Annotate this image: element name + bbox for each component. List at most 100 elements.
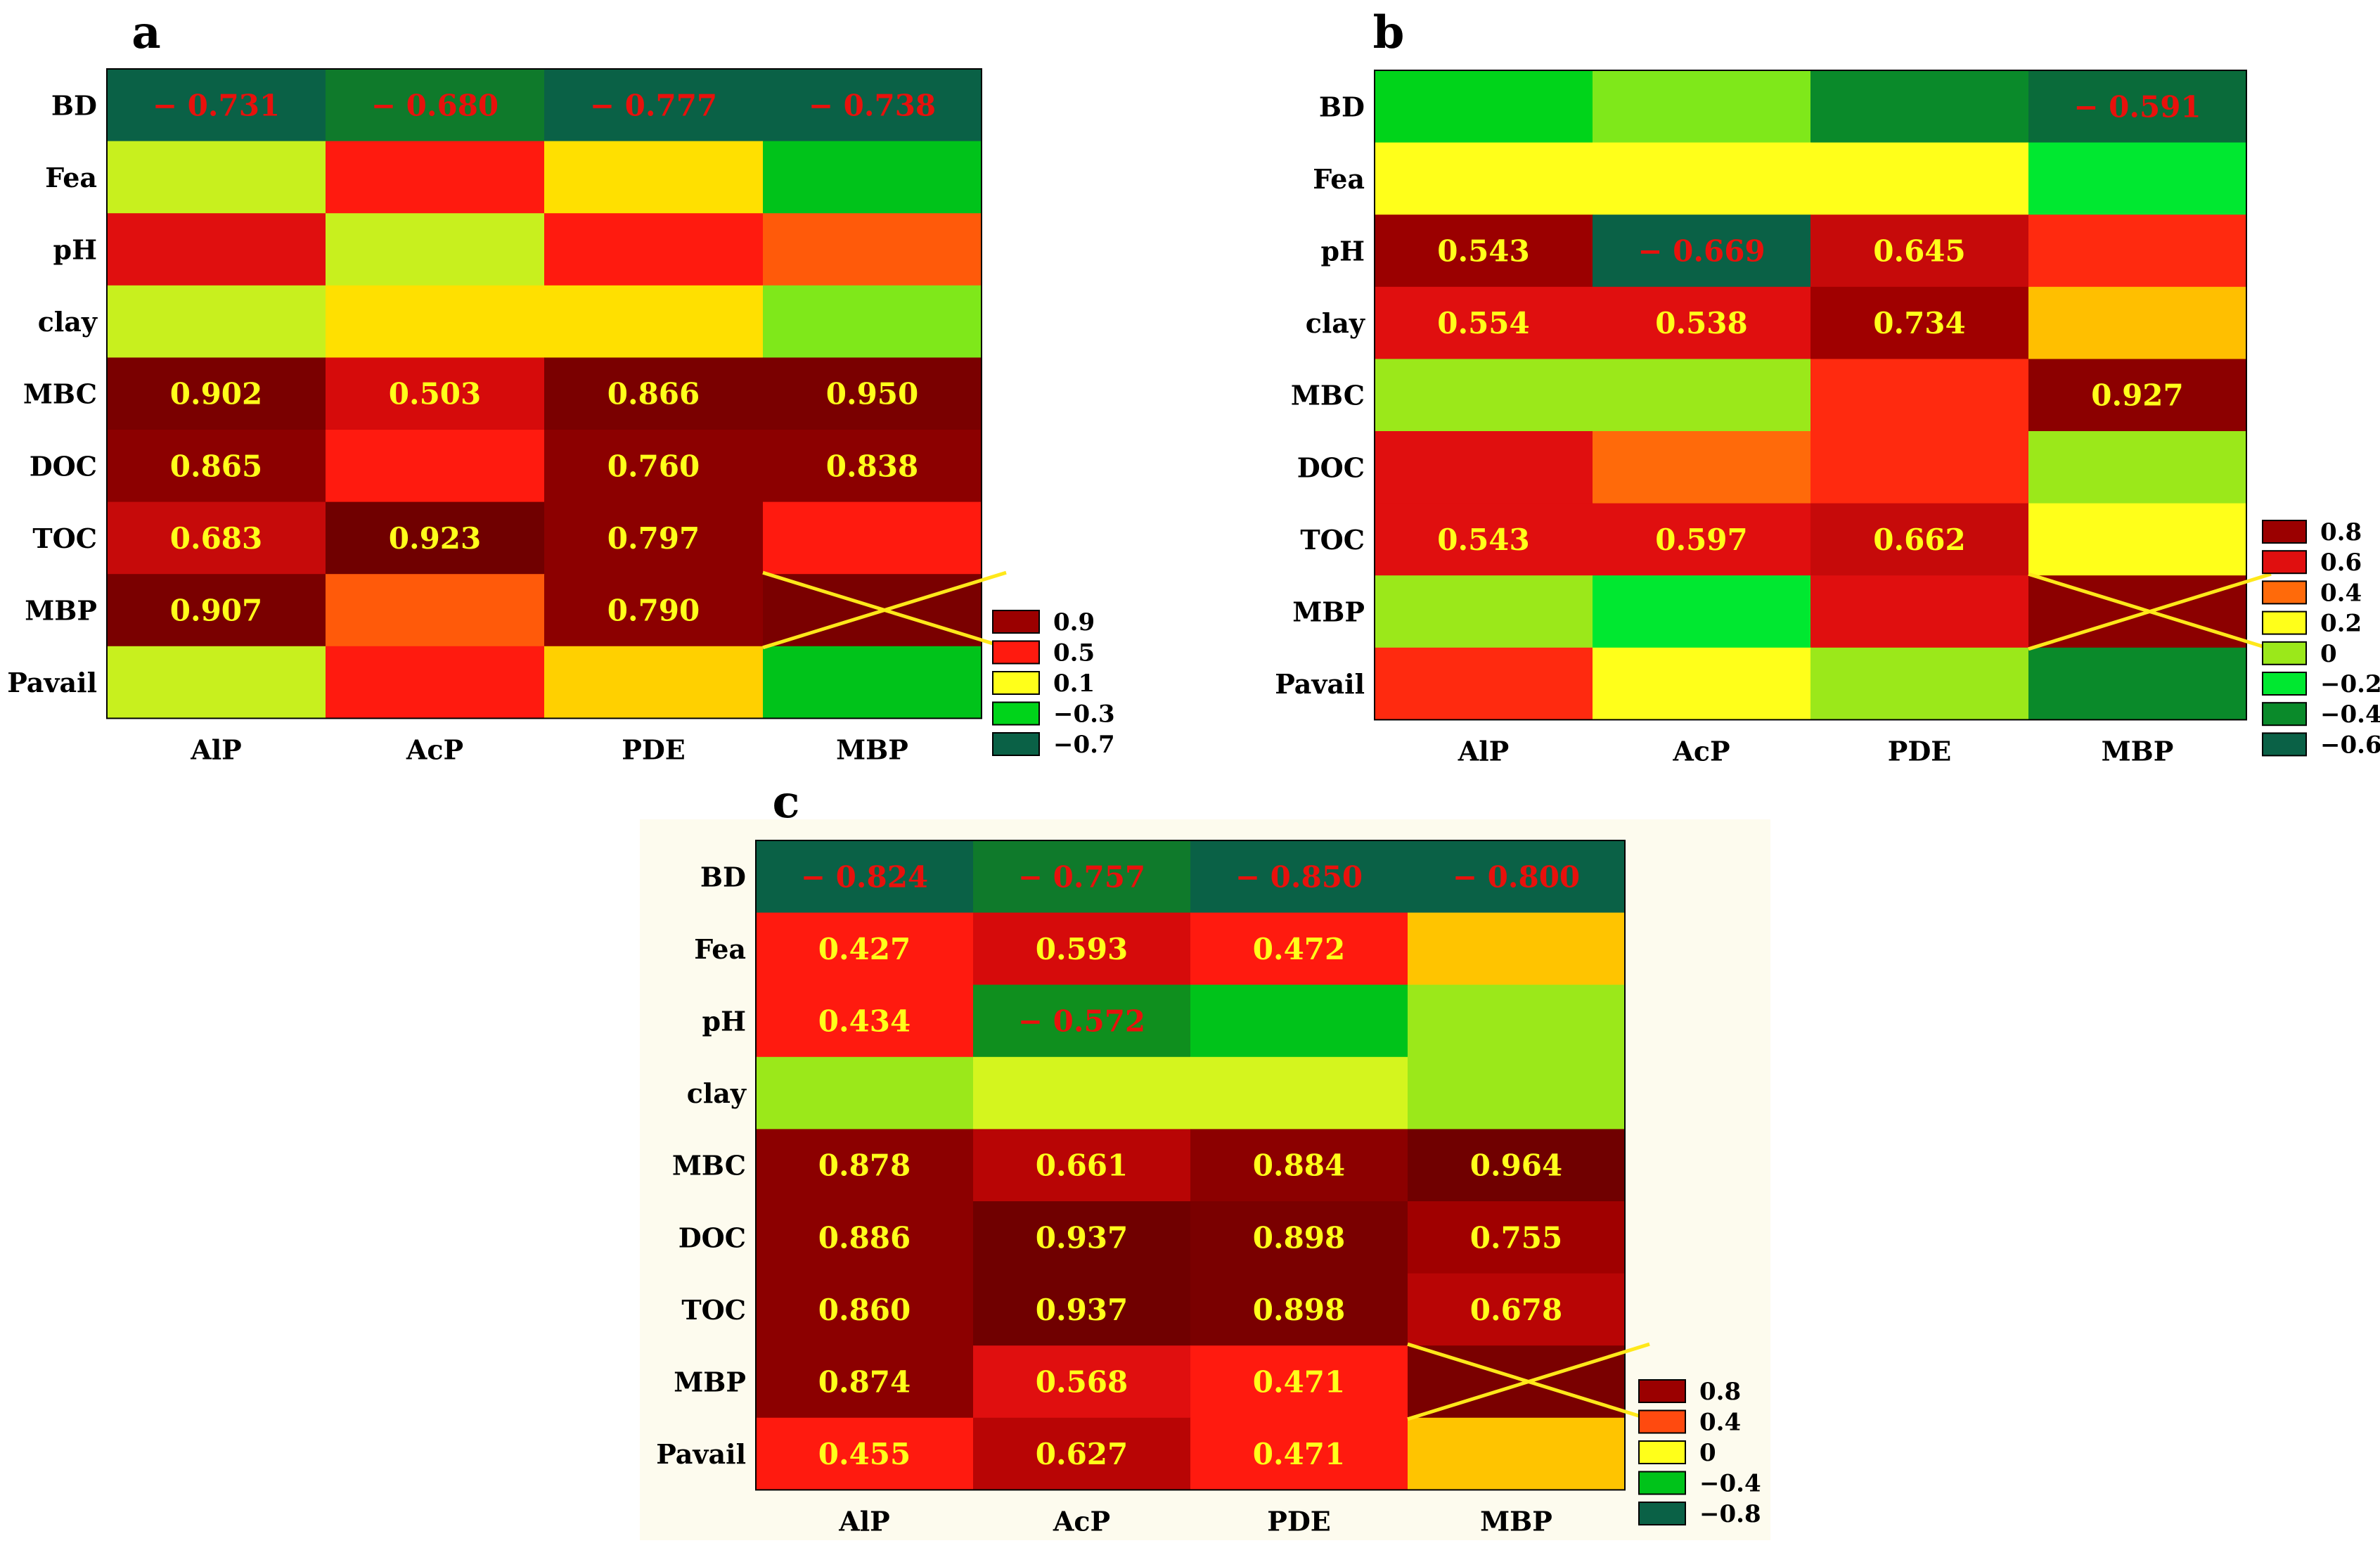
- cell-value-label: 0.683: [170, 521, 263, 556]
- cell-value-label: 0.902: [170, 377, 263, 411]
- heatmap-cell: [1190, 1201, 1408, 1274]
- heatmap-cell: [763, 646, 982, 719]
- cell-value-label: 0.597: [1655, 523, 1748, 557]
- heatmap-cell: [544, 213, 764, 286]
- heatmap-cell: [326, 646, 545, 719]
- legend-label: −0.8: [1699, 1500, 1761, 1528]
- heatmap-cell: [1408, 1056, 1626, 1130]
- heatmap-cell: [1593, 142, 1811, 215]
- cell-value-label: 0.874: [818, 1365, 911, 1400]
- cell-value-label: 0.455: [818, 1437, 911, 1471]
- heatmap-cell: [756, 840, 974, 914]
- heatmap-cell: [756, 1201, 974, 1274]
- cell-value-label: 0.884: [1253, 1148, 1346, 1183]
- heatmap-cell: [1190, 1056, 1408, 1130]
- heatmap-cell: [1593, 647, 1811, 720]
- cell-value-label: 0.755: [1470, 1220, 1563, 1255]
- legend-swatch: [992, 610, 1040, 634]
- heatmap-cell: [326, 501, 545, 575]
- heatmap-cell: [107, 646, 326, 719]
- cell-value-label: − 0.731: [153, 88, 280, 122]
- cell-value-label: 0.937: [1036, 1293, 1128, 1327]
- heatmap-cell: [1375, 503, 1593, 576]
- row-tick-label: MBC: [23, 378, 97, 410]
- legend-swatch: [1638, 1471, 1686, 1495]
- heatmap-cell: [1408, 1201, 1626, 1274]
- row-tick-label: MBC: [1291, 380, 1365, 411]
- cell-value-label: 0.923: [389, 521, 482, 556]
- heatmap-cell: [107, 69, 326, 142]
- heatmap-cell: [1593, 359, 1811, 432]
- cell-value-label: 0.661: [1036, 1148, 1128, 1183]
- row-tick-label: BD: [700, 861, 746, 892]
- row-tick-label: Fea: [45, 162, 97, 193]
- heatmap-cell: [763, 213, 982, 286]
- heatmap-cell: [326, 69, 545, 142]
- legend-label: −0.6: [2320, 731, 2380, 759]
- legend-label: −0.2: [2320, 670, 2380, 698]
- plot-frame: [755, 840, 1626, 1491]
- heatmap-cell: [973, 1129, 1191, 1202]
- cell-value-label: 0.866: [607, 377, 700, 411]
- heatmap-cell: [544, 501, 764, 575]
- column-tick-label: AcP: [1672, 735, 1730, 767]
- heatmap-cell: [1375, 647, 1593, 720]
- cell-value-label: 0.538: [1655, 306, 1748, 340]
- heatmap-cell: [326, 430, 545, 503]
- heatmap-cell: [1810, 215, 2029, 288]
- heatmap-panel-a: a − 0.731 − 0.680 − 0.777 − 0.738 0.902 0.503 0…: [7, 6, 1114, 765]
- heatmap-cell: [107, 501, 326, 575]
- heatmap-cell: [1593, 575, 1811, 648]
- heatmap-cell: [763, 69, 982, 142]
- row-tick-label: BD: [51, 89, 97, 121]
- row-tick-label: clay: [1306, 307, 1365, 339]
- panel-label: b: [1373, 6, 1405, 59]
- heatmap-cell: [1190, 1273, 1408, 1346]
- row-tick-label: Pavail: [656, 1438, 746, 1470]
- heatmap-cell: [973, 1201, 1191, 1274]
- heatmap-cell: [326, 213, 545, 286]
- heatmap-cell: [763, 501, 982, 575]
- heatmap-cell: [1593, 286, 1811, 359]
- heatmap-cell: [1810, 431, 2029, 504]
- heatmap-cell: [544, 357, 764, 430]
- cell-value-label: − 0.777: [590, 88, 717, 122]
- column-tick-label: PDE: [1267, 1505, 1331, 1537]
- heatmap-cell: [1408, 1129, 1626, 1202]
- legend-swatch: [2262, 641, 2307, 665]
- heatmap-cell: [1810, 575, 2029, 648]
- heatmap-cell: [544, 141, 764, 214]
- heatmap-cell: [1810, 647, 2029, 720]
- heatmap-cell: [763, 357, 982, 430]
- legend-label: 0.6: [2320, 549, 2362, 577]
- heatmap-cell: [326, 574, 545, 647]
- row-tick-label: pH: [53, 234, 97, 266]
- cell-value-label: 0.927: [2091, 378, 2184, 413]
- heatmap-cell: [756, 1417, 974, 1490]
- cell-value-label: 0.907: [170, 594, 263, 628]
- legend-label: 0.2: [2320, 610, 2362, 638]
- cell-value-label: − 0.738: [809, 88, 936, 122]
- cell-value-label: − 0.824: [801, 859, 928, 894]
- heatmap-cell: [1593, 70, 1811, 143]
- row-tick-label: clay: [687, 1077, 747, 1109]
- heatmap-cell: [107, 430, 326, 503]
- cell-value-label: 0.662: [1873, 523, 1966, 557]
- heatmap-cell: [107, 141, 326, 214]
- legend-label: 0.4: [1699, 1409, 1741, 1437]
- heatmap-cell: [973, 912, 1191, 985]
- heatmap-panel-b: b − 0.591 0.543 − 0.669 0.645 0.554 0.538 0.734…: [1275, 6, 2380, 767]
- cell-value-label: 0.678: [1470, 1293, 1563, 1327]
- column-tick-label: MBP: [836, 734, 908, 765]
- legend-swatch: [2262, 610, 2307, 635]
- legend-label: 0.8: [2320, 518, 2362, 546]
- legend-swatch: [992, 732, 1040, 756]
- row-tick-label: pH: [1321, 236, 1365, 267]
- heatmap-cell: [756, 1129, 974, 1202]
- cell-value-label: − 0.669: [1638, 234, 1765, 269]
- heatmap-cell: [1190, 1345, 1408, 1419]
- cell-value-label: 0.434: [818, 1004, 911, 1039]
- row-tick-label: TOC: [1300, 524, 1365, 556]
